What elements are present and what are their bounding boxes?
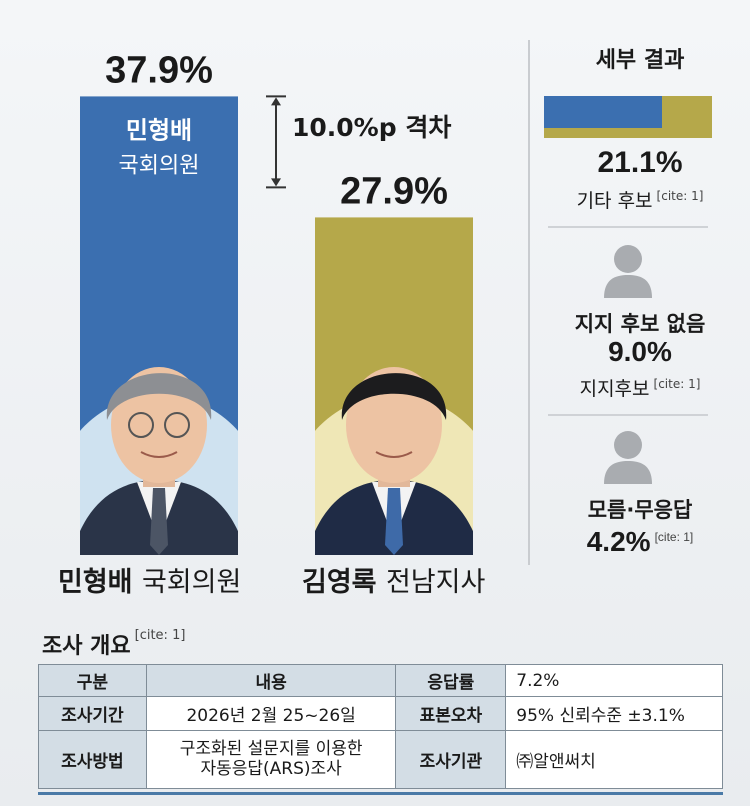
table-value-cell: ㈜알앤써치	[505, 730, 723, 789]
candidate-1-name: 민형배	[58, 567, 133, 598]
photo-tie	[150, 488, 168, 555]
candidate-name-2: 김영록 전남지사	[302, 560, 485, 599]
details-share-bar-fill	[544, 96, 662, 128]
no-candidate-label: 지지후보 [cite: 1]	[540, 374, 740, 401]
candidate-photo-1	[80, 367, 238, 555]
table-header-cell: 내용	[145, 664, 397, 697]
table-value-cell: 7.2%	[505, 664, 723, 697]
glasses-icon	[128, 412, 154, 438]
other-candidates-value: 21.1%	[597, 146, 683, 179]
other-candidates-label: 기타 후보 [cite: 1]	[540, 186, 740, 213]
bar-inner-title: 국회의원	[119, 153, 200, 178]
survey-title: 조사 개요 [cite: 1]	[42, 628, 185, 660]
glasses-icon	[164, 412, 190, 438]
table-value-cell: 2026년 2월 25~26일	[145, 696, 397, 731]
no-candidate-value: 9.0%	[608, 336, 672, 367]
candidate-2-name: 김영록	[302, 567, 377, 598]
details-share-bar	[544, 96, 712, 138]
gap-bracket	[266, 95, 286, 189]
table-key-cell: 표본오차	[395, 696, 507, 731]
no-candidate-heading: 지지 후보 없음	[574, 312, 706, 336]
table-row: 조사기간 2026년 2월 25~26일 표본오차 95% 신뢰수준 ±3.1%	[38, 696, 723, 731]
method-line-1: 구조화된 설문지를 이용한	[179, 738, 363, 759]
candidate-1-title: 국회의원	[141, 567, 242, 598]
no-candidate-text: 지지후보	[579, 378, 650, 400]
table-row: 조사방법 구조화된 설문지를 이용한 자동응답(ARS)조사 조사기관 ㈜알앤써…	[38, 730, 723, 789]
photo-tie	[385, 488, 403, 555]
bar-value-label-2: 27.9%	[340, 170, 448, 212]
table-key-cell: 조사기관	[395, 730, 507, 789]
unknown-heading: 모름·무응답	[587, 498, 693, 522]
table-key-cell: 조사방법	[38, 730, 147, 789]
method-line-2: 자동응답(ARS)조사	[200, 758, 342, 779]
person-icon	[604, 431, 652, 484]
table-header-cell: 구분	[38, 664, 147, 697]
photo-mouth	[375, 451, 413, 458]
details-divider-2	[548, 414, 708, 416]
unknown-value: 4.2%	[586, 526, 651, 557]
table-value-cell: 구조화된 설문지를 이용한 자동응답(ARS)조사	[145, 730, 397, 789]
cite-marker: [cite: 1]	[134, 628, 186, 643]
candidate-2-title: 전남지사	[385, 567, 486, 598]
candidate-name-1: 민형배 국회의원	[58, 560, 241, 599]
photo-mouth	[140, 451, 178, 458]
photo-hair	[341, 373, 447, 420]
bar-inner-name: 민형배	[126, 116, 192, 144]
cite-marker: [cite: 1]	[653, 376, 701, 391]
cite-marker: [cite: 1]	[654, 529, 694, 544]
survey-title-text: 조사 개요	[42, 634, 131, 659]
table-row: 구분 내용 응답률 7.2%	[38, 664, 723, 697]
table-key-cell: 조사기간	[38, 696, 147, 731]
survey-table: 구분 내용 응답률 7.2% 조사기간 2026년 2월 25~26일 표본오차…	[38, 664, 723, 789]
details-divider-1	[548, 226, 708, 228]
bottom-rule	[38, 792, 723, 795]
other-candidates-text: 기타 후보	[576, 190, 653, 212]
table-value-cell: 95% 신뢰수준 ±3.1%	[505, 696, 723, 731]
cite-marker: [cite: 1]	[656, 188, 704, 203]
bar-value-label-1: 37.9%	[105, 49, 213, 91]
table-key-cell: 응답률	[395, 664, 507, 697]
candidate-photo-2	[315, 367, 473, 555]
details-title: 세부 결과	[595, 48, 685, 73]
photo-hair	[106, 373, 212, 420]
panel-divider	[528, 40, 530, 565]
gap-label: 10.0%p 격차	[292, 113, 451, 142]
unknown-row: 4.2% [cite: 1]	[540, 526, 740, 558]
person-icon	[604, 245, 652, 298]
